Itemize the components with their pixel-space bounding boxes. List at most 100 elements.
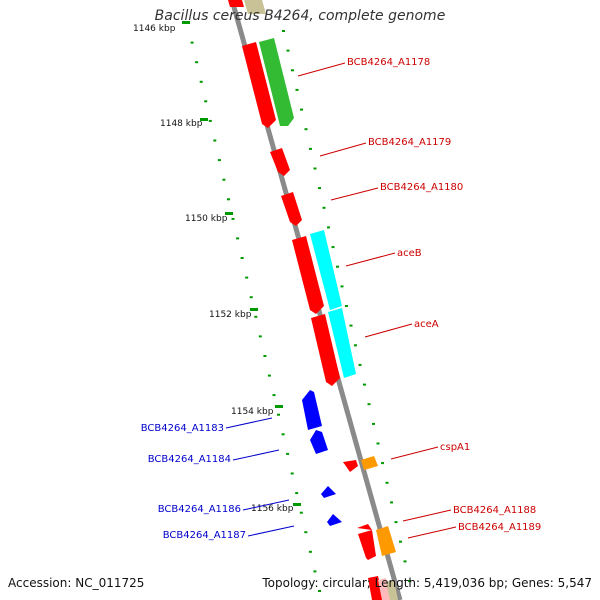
gene-feature-a1180[interactable]	[281, 192, 302, 226]
track-dot	[340, 285, 344, 288]
track-dot	[222, 178, 226, 181]
track-dot	[331, 246, 335, 249]
gene-label-a1189[interactable]: BCB4264_A1189	[458, 522, 541, 533]
gene-feature-orange-bottom[interactable]	[376, 526, 396, 556]
gene-label-a1180[interactable]: BCB4264_A1180	[380, 182, 463, 193]
gene-feature-a1189[interactable]	[358, 530, 376, 560]
track-dot	[195, 61, 199, 64]
gene-label-aceA[interactable]: aceA	[414, 319, 439, 330]
label-connector	[345, 252, 396, 267]
gene-label-a1184[interactable]: BCB4264_A1184	[148, 454, 231, 465]
track-dot	[394, 521, 398, 524]
track-dot	[286, 452, 290, 455]
track-dot	[358, 363, 362, 366]
track-dot	[295, 88, 299, 91]
track-dot	[372, 422, 375, 425]
track-dot	[376, 442, 380, 445]
track-dot	[240, 257, 244, 259]
track-dot	[290, 472, 294, 475]
track-dot	[367, 403, 371, 406]
label-connector	[297, 62, 346, 77]
track-dot	[281, 433, 285, 436]
track-dot	[363, 383, 366, 386]
track-dot	[291, 69, 294, 72]
track-dot	[304, 531, 308, 534]
gene-feature-a1187[interactable]	[327, 514, 342, 526]
track-dot	[254, 315, 258, 318]
track-dot	[345, 305, 348, 307]
track-dot	[318, 187, 321, 190]
track-dot	[309, 147, 312, 150]
genome-summary: Topology: circular; Length: 5,419,036 bp…	[262, 576, 592, 590]
gene-feature-a1188[interactable]	[357, 524, 372, 530]
gene-label-a1188[interactable]: BCB4264_A1188	[453, 505, 536, 516]
accession-label: Accession: NC_011725	[8, 576, 145, 590]
track-dot	[295, 492, 299, 495]
kbp-tick-mark	[182, 21, 190, 24]
kbp-label: 1148 kbp	[160, 119, 203, 129]
gene-feature-aceA[interactable]	[311, 314, 340, 386]
track-dot	[300, 108, 303, 111]
label-connector	[232, 449, 280, 461]
label-connector	[390, 446, 439, 460]
gene-feature-a1183[interactable]	[302, 390, 322, 430]
track-dot	[313, 570, 317, 573]
track-dot	[408, 580, 411, 582]
gene-feature-a1184[interactable]	[310, 430, 328, 454]
label-connector	[247, 525, 295, 537]
gene-label-a1186[interactable]: BCB4264_A1186	[158, 504, 241, 515]
gene-label-a1179[interactable]: BCB4264_A1179	[368, 137, 451, 148]
track-dot	[231, 217, 235, 220]
track-dot	[249, 296, 253, 299]
outer-dotted-track	[186, 22, 321, 592]
kbp-tick-mark	[200, 118, 208, 121]
track-dot	[308, 550, 312, 553]
label-connector	[330, 187, 379, 201]
gene-label-cspA1[interactable]: cspA1	[440, 442, 470, 453]
gene-feature-a1178[interactable]	[242, 42, 276, 128]
gene-feature-aceB-cyan[interactable]	[310, 230, 342, 310]
gene-label-aceB[interactable]: aceB	[397, 248, 422, 259]
kbp-label: 1154 kbp	[231, 407, 274, 417]
gene-feature-a1179[interactable]	[270, 148, 290, 176]
gene-feature-partial-top[interactable]	[228, 0, 244, 7]
track-dot	[403, 560, 407, 563]
kbp-label: 1152 kbp	[209, 310, 252, 320]
gene-feature-partial-bottom-olive[interactable]	[386, 580, 398, 600]
genome-title: Bacillus cereus B4264, complete genome	[154, 8, 446, 24]
track-dot	[258, 335, 262, 338]
track-dot	[349, 324, 353, 327]
gene-feature-olive-top[interactable]	[244, 0, 266, 14]
gene-feature-aceB[interactable]	[292, 236, 324, 314]
track-dot	[190, 41, 194, 44]
gene-feature-cspA1[interactable]	[343, 460, 358, 472]
track-dot	[227, 198, 230, 201]
gene-feature-a1186[interactable]	[321, 486, 336, 498]
track-dot	[217, 159, 221, 162]
label-connector	[225, 417, 273, 429]
gene-feature-aceA-cyan[interactable]	[328, 308, 356, 378]
label-connector	[364, 323, 413, 338]
gene-feature-cspA1-orange[interactable]	[361, 456, 378, 470]
kbp-tick-mark	[225, 212, 233, 215]
gene-feature-green[interactable]	[259, 38, 294, 126]
track-dot	[381, 462, 384, 465]
track-dot	[245, 276, 249, 279]
track-dot	[272, 394, 276, 397]
gene-feature-partial-bottom-red[interactable]	[368, 576, 384, 600]
track-dot	[313, 167, 317, 170]
track-dot	[304, 128, 308, 131]
gene-label-a1183[interactable]: BCB4264_A1183	[141, 423, 224, 434]
track-dot	[354, 344, 357, 347]
track-dot	[263, 355, 267, 357]
track-dot	[267, 374, 271, 377]
label-connector	[319, 142, 367, 157]
kbp-tick-mark	[275, 405, 283, 408]
kbp-tick-mark	[293, 503, 301, 506]
track-dot	[204, 100, 208, 103]
gene-label-a1178[interactable]: BCB4264_A1178	[347, 57, 430, 68]
kbp-label: 1146 kbp	[133, 24, 176, 34]
gene-label-a1187[interactable]: BCB4264_A1187	[163, 530, 246, 541]
